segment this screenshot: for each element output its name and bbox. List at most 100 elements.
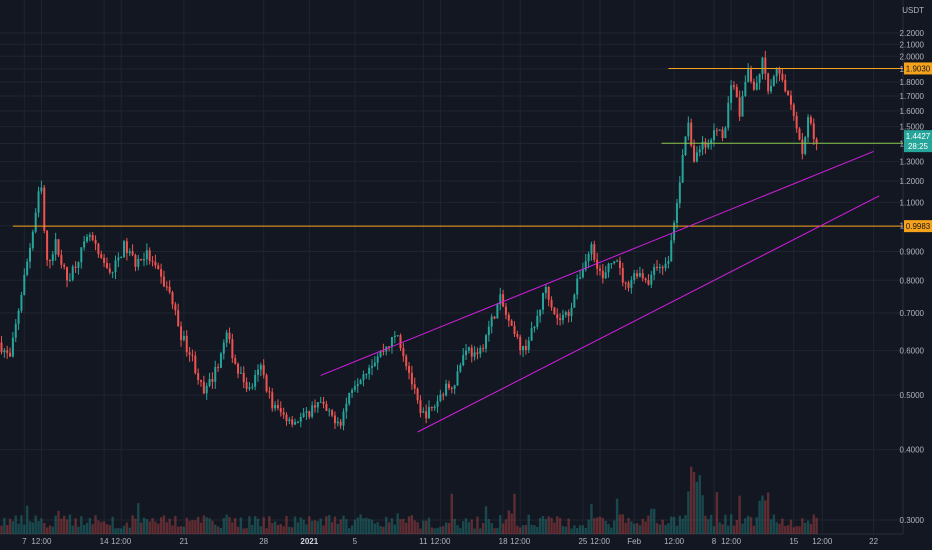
volume-bar xyxy=(584,528,587,534)
candle-body xyxy=(83,241,86,248)
volume-bar xyxy=(319,518,322,534)
volume-bar xyxy=(262,517,265,534)
volume-bar xyxy=(781,518,784,534)
candle-body xyxy=(262,365,265,376)
candle-body xyxy=(162,276,165,287)
candle-body xyxy=(259,365,262,370)
candle-body xyxy=(738,97,741,117)
candle-body xyxy=(288,419,291,422)
candle-body xyxy=(656,266,658,268)
volume-bar xyxy=(695,481,699,534)
volume-bar xyxy=(194,520,197,534)
candle-body xyxy=(781,73,784,80)
volume-bar xyxy=(68,514,72,534)
drawings[interactable] xyxy=(12,67,903,433)
candle-body xyxy=(673,222,676,241)
time-tick-label: 28 xyxy=(259,537,268,546)
candle-body xyxy=(185,335,188,353)
volume-bar xyxy=(758,500,761,534)
volume-bar xyxy=(322,525,325,534)
price-axis[interactable]: 0.3000 0.4000 0.5000 0.6000 0.7000 0.8000 0.90… xyxy=(900,29,932,525)
candle-body xyxy=(23,274,26,296)
volume-bar xyxy=(182,526,186,534)
time-tick-label: 15 xyxy=(789,537,798,546)
candle-body xyxy=(550,299,553,308)
volume-bar xyxy=(125,522,129,534)
volume-bar xyxy=(721,524,724,534)
volume-bar xyxy=(615,498,619,534)
last-price-label: 1.4427 xyxy=(906,132,931,141)
volume-bar xyxy=(131,515,134,534)
candle-body xyxy=(120,257,123,259)
volume-bar xyxy=(325,516,328,534)
volume-bar xyxy=(424,520,428,534)
volume-bar xyxy=(755,517,758,534)
candle-body xyxy=(108,268,111,273)
candle-body xyxy=(815,139,818,144)
price-tick-label: 1.1000 xyxy=(900,198,925,207)
candle-body xyxy=(299,417,302,422)
last-price-tag xyxy=(904,130,932,153)
time-tick-label: 22 xyxy=(869,537,878,546)
volume-bar xyxy=(25,505,29,534)
volume-bar xyxy=(613,520,616,534)
volume-bar xyxy=(610,527,613,534)
volume-bar xyxy=(405,522,408,534)
price-tick-label: 2.1000 xyxy=(900,40,925,49)
candle-body xyxy=(507,314,510,321)
volume-bar xyxy=(77,526,80,534)
candle-body xyxy=(123,241,126,258)
candle-body xyxy=(809,117,812,124)
candle-body xyxy=(559,318,562,321)
volume-bar xyxy=(633,523,636,534)
volume-bar xyxy=(196,516,200,534)
candle-body xyxy=(693,145,696,162)
candle-body xyxy=(658,266,661,268)
resistance-level-tag-label: 1.9030 xyxy=(906,64,931,73)
candle-body xyxy=(410,372,413,385)
volume-bar xyxy=(459,528,462,534)
volume-bar xyxy=(396,513,399,534)
volume-bar xyxy=(761,495,764,534)
volume-bar xyxy=(652,508,656,534)
time-tick-label: 11 xyxy=(419,537,428,546)
volume-bar xyxy=(527,514,530,534)
volume-bar xyxy=(675,525,679,534)
candle-body xyxy=(747,69,750,82)
volume-bar xyxy=(228,517,231,534)
candle-body xyxy=(362,374,365,381)
volume-bar xyxy=(128,527,131,534)
volume-bar xyxy=(519,527,522,534)
volume-bar xyxy=(701,495,704,534)
candle-body xyxy=(564,312,567,315)
volume-bar xyxy=(462,521,465,534)
candle-body xyxy=(97,243,100,255)
volume-bar xyxy=(504,519,508,534)
volume-bar xyxy=(362,518,365,534)
volume-bar xyxy=(105,524,109,534)
candle-body xyxy=(698,149,701,153)
candle-body xyxy=(88,235,91,237)
volume-bar xyxy=(772,514,776,534)
volume-bar xyxy=(17,523,20,534)
volume-bar xyxy=(97,520,100,534)
volume-bar xyxy=(567,518,570,534)
candle-body xyxy=(695,152,698,162)
volume-bar xyxy=(14,515,17,534)
volume-bar xyxy=(658,524,662,534)
candle-body xyxy=(14,323,17,338)
volume-bar xyxy=(766,492,770,534)
volume-bar xyxy=(390,518,394,534)
candle-body xyxy=(581,269,584,278)
candle-body xyxy=(265,375,268,392)
time-tick-label: 12:00 xyxy=(31,537,52,546)
volume-bar xyxy=(618,514,622,534)
time-axis[interactable]: 7 12:00 14 12:00 21 28 2021 5 11 12:00 18 12:00 25 12… xyxy=(22,537,879,546)
candle-body xyxy=(20,295,23,311)
volume-bar xyxy=(276,524,280,534)
volume-bar xyxy=(159,517,163,534)
candle-body xyxy=(764,57,767,74)
